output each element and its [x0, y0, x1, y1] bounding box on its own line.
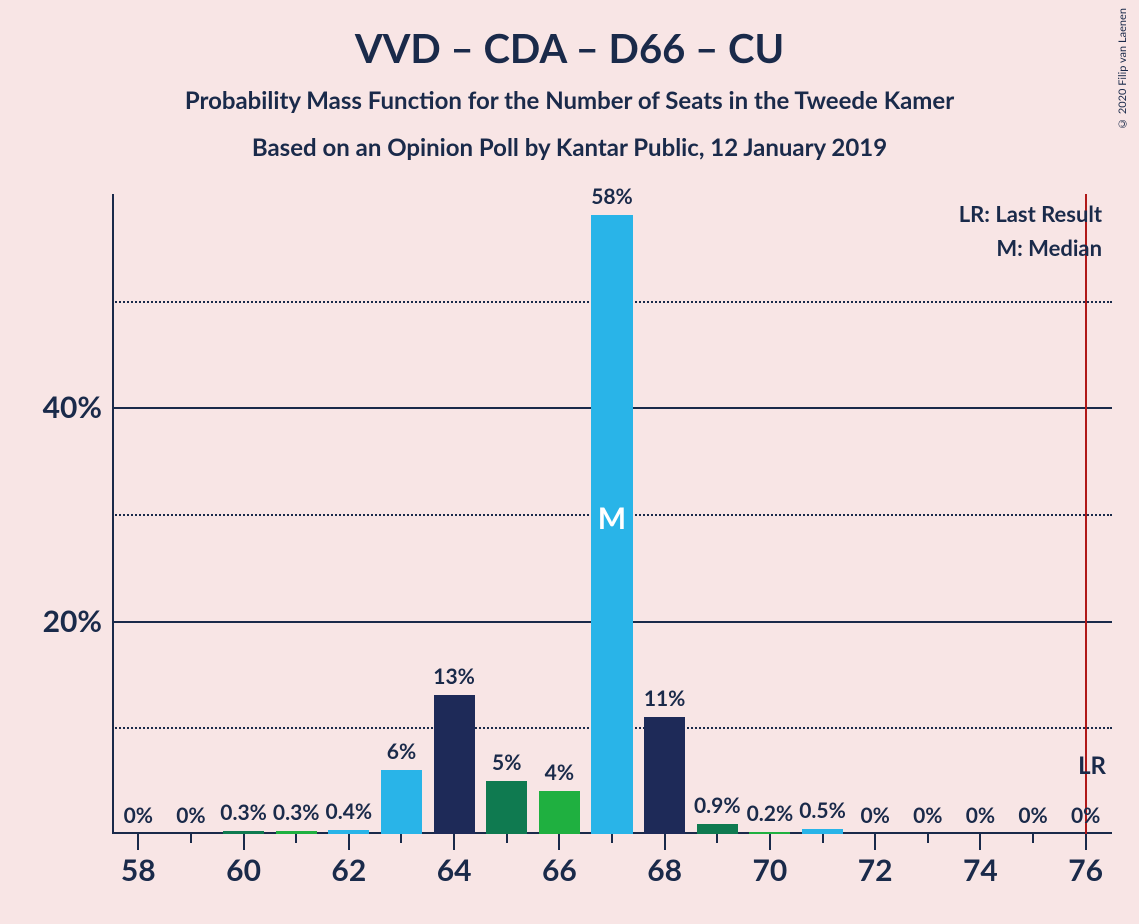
x-tick — [664, 834, 666, 850]
bar-value-label: 0.5% — [799, 798, 846, 823]
chart-title: VVD – CDA – D66 – CU — [0, 0, 1139, 72]
bar: 0.5% — [802, 829, 843, 834]
bar-value-label: 0% — [1071, 803, 1100, 828]
bar-value-label: 0% — [966, 803, 995, 828]
x-axis-label: 66 — [542, 852, 577, 888]
last-result-line — [1085, 194, 1087, 834]
bar-value-label: 0% — [1018, 803, 1047, 828]
bar-value-label: 0.4% — [326, 799, 373, 824]
y-axis — [112, 194, 114, 834]
bar-value-label: 58% — [591, 184, 633, 209]
x-tick — [506, 834, 508, 843]
bar: 58%M — [591, 215, 632, 834]
x-tick — [1032, 834, 1034, 843]
bar-value-label: 0% — [124, 803, 153, 828]
x-axis-label: 68 — [647, 852, 682, 888]
x-tick — [295, 834, 297, 843]
bar: 11% — [644, 717, 685, 834]
x-tick — [874, 834, 876, 850]
bar: 0.4% — [328, 830, 369, 834]
bar-value-label: 11% — [644, 686, 686, 711]
bar-value-label: 0.9% — [694, 793, 741, 818]
y-axis-label: 40% — [43, 389, 102, 425]
x-tick — [822, 834, 824, 843]
bar-value-label: 0.2% — [747, 801, 794, 826]
x-tick — [400, 834, 402, 843]
bar: 4% — [539, 791, 580, 834]
bar-value-label: 13% — [433, 664, 475, 689]
x-axis-label: 70 — [752, 852, 787, 888]
bar-value-label: 0% — [860, 803, 889, 828]
y-axis-label: 20% — [43, 603, 102, 639]
bar-value-label: 0.3% — [273, 800, 320, 825]
copyright-text: © 2020 Filip van Laenen — [1116, 8, 1129, 130]
x-axis-label: 72 — [858, 852, 893, 888]
x-tick — [927, 834, 929, 843]
bar-value-label: 5% — [492, 750, 521, 775]
x-tick — [979, 834, 981, 850]
median-marker: M — [598, 500, 626, 536]
bar: 0.2% — [749, 832, 790, 834]
x-tick — [190, 834, 192, 843]
chart-subtitle-2: Based on an Opinion Poll by Kantar Publi… — [0, 133, 1139, 162]
bar: 0.3% — [223, 831, 264, 834]
last-result-label: LR — [1078, 751, 1106, 780]
x-axis-label: 74 — [963, 852, 998, 888]
x-tick — [348, 834, 350, 850]
x-axis-label: 64 — [437, 852, 472, 888]
bar: 13% — [434, 695, 475, 834]
x-tick — [769, 834, 771, 850]
bar: 5% — [486, 781, 527, 834]
x-tick — [453, 834, 455, 850]
bar: 6% — [381, 770, 422, 834]
bar-value-label: 0% — [176, 803, 205, 828]
bar-value-label: 0.3% — [220, 800, 267, 825]
x-tick — [558, 834, 560, 850]
legend-last-result: LR: Last Result — [959, 200, 1102, 227]
x-axis-label: 60 — [226, 852, 261, 888]
x-tick — [243, 834, 245, 850]
bar-value-label: 4% — [545, 760, 574, 785]
x-tick — [716, 834, 718, 843]
bar: 0.3% — [276, 831, 317, 834]
x-tick — [1085, 834, 1087, 850]
bar-value-label: 6% — [387, 739, 416, 764]
x-tick — [611, 834, 613, 843]
chart-subtitle-1: Probability Mass Function for the Number… — [0, 86, 1139, 115]
bar-value-label: 0% — [913, 803, 942, 828]
x-axis-label: 62 — [331, 852, 366, 888]
chart-plot-area: 20%40%586062646668707274760%0%0.3%0.3%0.… — [112, 194, 1112, 834]
x-axis-label: 58 — [121, 852, 156, 888]
bar: 0.9% — [697, 824, 738, 834]
legend-median: M: Median — [996, 234, 1102, 261]
x-tick — [137, 834, 139, 850]
x-axis-label: 76 — [1068, 852, 1103, 888]
